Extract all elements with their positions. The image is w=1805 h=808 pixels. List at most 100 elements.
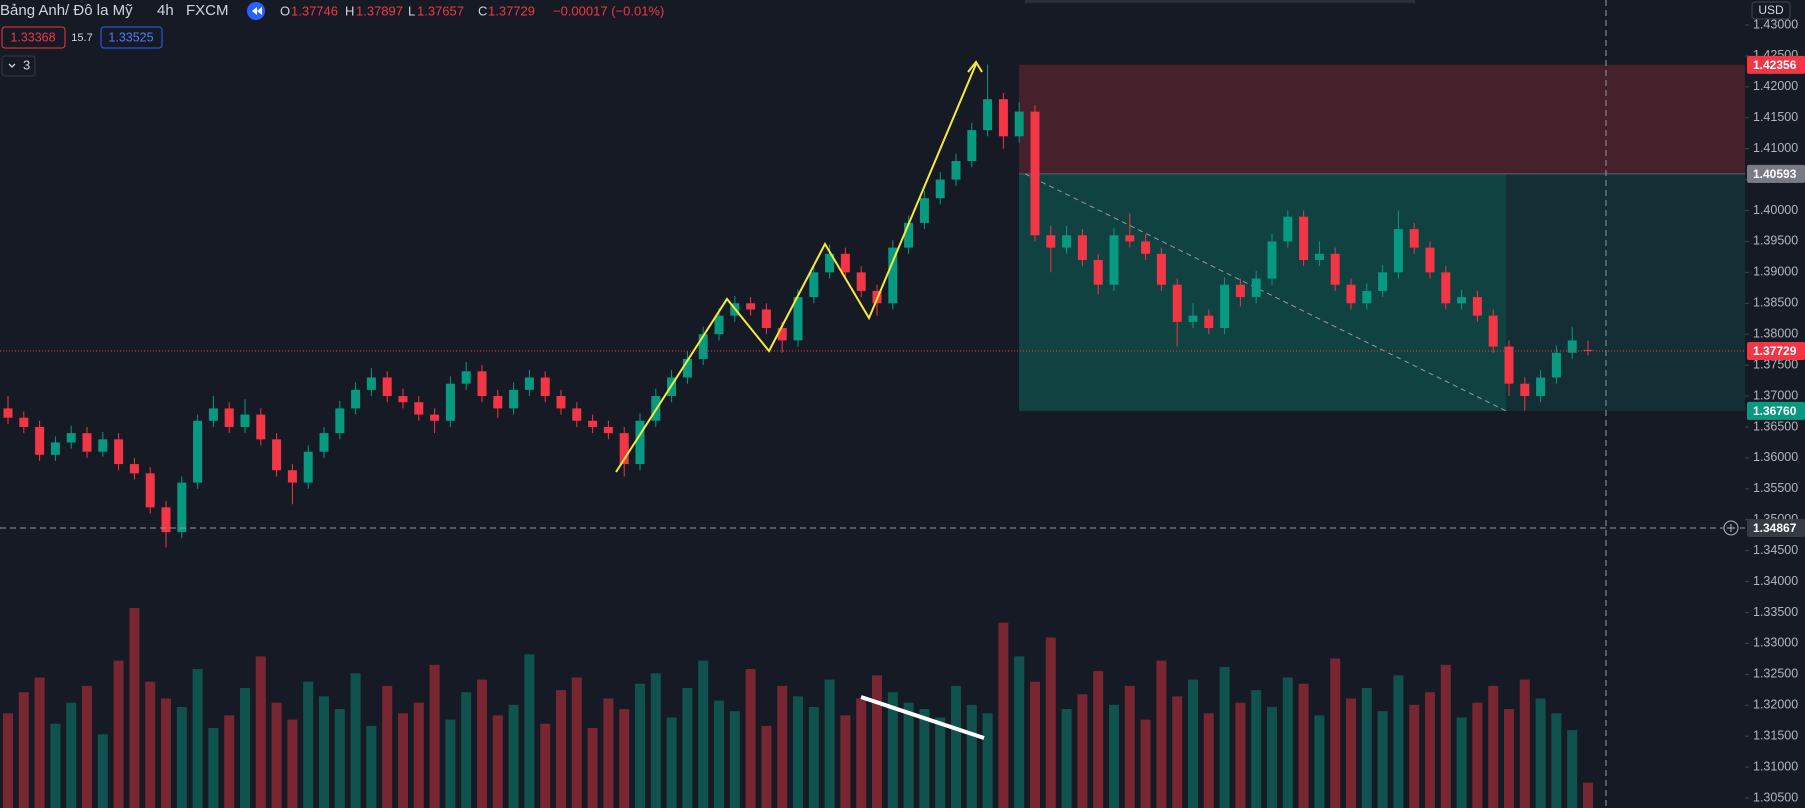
candle-body: [145, 473, 155, 508]
volume-bar: [761, 725, 772, 808]
candle-body: [1504, 346, 1514, 384]
volume-bar: [1456, 717, 1467, 808]
candle-body: [540, 377, 550, 397]
volume-bar: [698, 660, 709, 808]
volume-trend-line[interactable]: [860, 695, 985, 740]
volume-bar: [714, 700, 724, 808]
candle-body: [1220, 284, 1230, 329]
y-tick-label: 1.33000: [1753, 636, 1798, 650]
y-tick-label: 1.34500: [1753, 543, 1798, 557]
volume-bar: [587, 728, 598, 808]
y-tick-label: 1.38500: [1753, 296, 1798, 310]
y-tick-label: 1.38000: [1753, 326, 1798, 340]
volume-bar: [524, 654, 535, 808]
candle-body: [951, 161, 961, 180]
sell-box[interactable]: [1, 26, 66, 49]
candle-body: [1267, 241, 1277, 279]
y-tick-label: 1.36500: [1753, 419, 1798, 433]
close-label: C: [478, 3, 487, 18]
volume-bar: [729, 711, 740, 808]
target-zone-future: [1506, 173, 1745, 411]
y-tick-label: 1.32500: [1753, 667, 1798, 681]
volume-bar: [666, 717, 677, 808]
price-badge: [1747, 341, 1805, 360]
candle-body: [303, 451, 313, 483]
candle-body: [430, 414, 440, 421]
candle-body: [1014, 111, 1024, 137]
candle-body: [82, 433, 92, 452]
indicator-toggle[interactable]: [1, 55, 36, 77]
volume-bar: [334, 709, 345, 808]
candle-body: [414, 402, 424, 415]
symbol-title[interactable]: Bảng Anh/ Đô la Mỹ: [0, 2, 133, 19]
candle-body: [556, 396, 566, 409]
volume-bar: [1377, 711, 1388, 808]
y-tick-label: 1.32000: [1753, 698, 1798, 712]
y-tick-label: 1.39000: [1753, 265, 1798, 279]
volume-bar: [508, 704, 519, 808]
volume-bar: [540, 723, 551, 808]
candle-body: [66, 433, 76, 443]
volume-bar: [1061, 709, 1072, 808]
currency-box[interactable]: [1751, 1, 1791, 20]
volume-bar: [18, 692, 29, 808]
price-badge-label: 1.37729: [1753, 344, 1797, 358]
price-badge-label: 1.40593: [1753, 167, 1797, 181]
low-label: L: [408, 3, 415, 18]
volume-bar: [650, 673, 661, 808]
candle-body: [1125, 235, 1135, 242]
candle-body: [1235, 284, 1245, 298]
volume-bar: [1519, 679, 1530, 808]
volume-bar: [1361, 688, 1372, 808]
volume-bar: [1235, 702, 1246, 808]
y-tick-label: 1.42000: [1753, 79, 1798, 93]
candle-body: [1393, 229, 1403, 273]
candle-body: [1472, 297, 1482, 316]
volume-bar: [935, 717, 946, 808]
volume-bar: [192, 669, 203, 808]
volume-bar: [1504, 709, 1514, 808]
volume-bar: [303, 681, 314, 808]
candle-body: [1204, 315, 1214, 329]
candle-body: [509, 389, 519, 409]
candle-body: [761, 309, 771, 329]
volume-bar: [1124, 685, 1135, 808]
candle-body: [1299, 216, 1309, 260]
candle-body: [1030, 111, 1040, 236]
candle-body: [224, 408, 234, 427]
zigzag-drawing[interactable]: [615, 63, 977, 473]
volume-bar: [208, 728, 219, 808]
y-tick-label: 1.30500: [1753, 790, 1798, 804]
volume-bar: [224, 715, 235, 808]
buy-box[interactable]: [100, 26, 163, 49]
candle-body: [1409, 229, 1419, 248]
candle-body: [1109, 235, 1119, 285]
y-tick-label: 1.37000: [1753, 388, 1798, 402]
volume-bar: [982, 713, 993, 808]
volume-bar: [1330, 658, 1341, 808]
candle-body: [1046, 235, 1056, 248]
candle-body: [793, 297, 803, 341]
volume-bar: [1267, 706, 1277, 808]
candle-body: [19, 417, 29, 427]
volume-bar: [1535, 698, 1546, 808]
candle-body: [983, 99, 993, 131]
low-value: 1.37657: [417, 3, 464, 18]
open-value: 1.37746: [291, 3, 338, 18]
interval[interactable]: 4h: [157, 2, 174, 19]
y-tick-label: 1.41000: [1753, 141, 1798, 155]
candle-body: [461, 371, 471, 384]
volume-bar: [271, 702, 282, 808]
volume-bar: [319, 696, 329, 808]
y-tick-label: 1.36000: [1753, 450, 1798, 464]
candle-body: [98, 439, 108, 452]
candle-body: [1314, 253, 1324, 260]
price-axis-labels: 1.30500 1.31000 1.31500 1.32000 1.32500 1.330…: [1745, 17, 1805, 804]
volume-bar: [603, 698, 614, 808]
price-badge-label: 1.36760: [1753, 404, 1797, 418]
y-tick-label: 1.31500: [1753, 728, 1798, 742]
candle-body: [809, 272, 819, 298]
volume-bar: [145, 681, 156, 808]
y-tick-label: 1.39500: [1753, 234, 1798, 248]
